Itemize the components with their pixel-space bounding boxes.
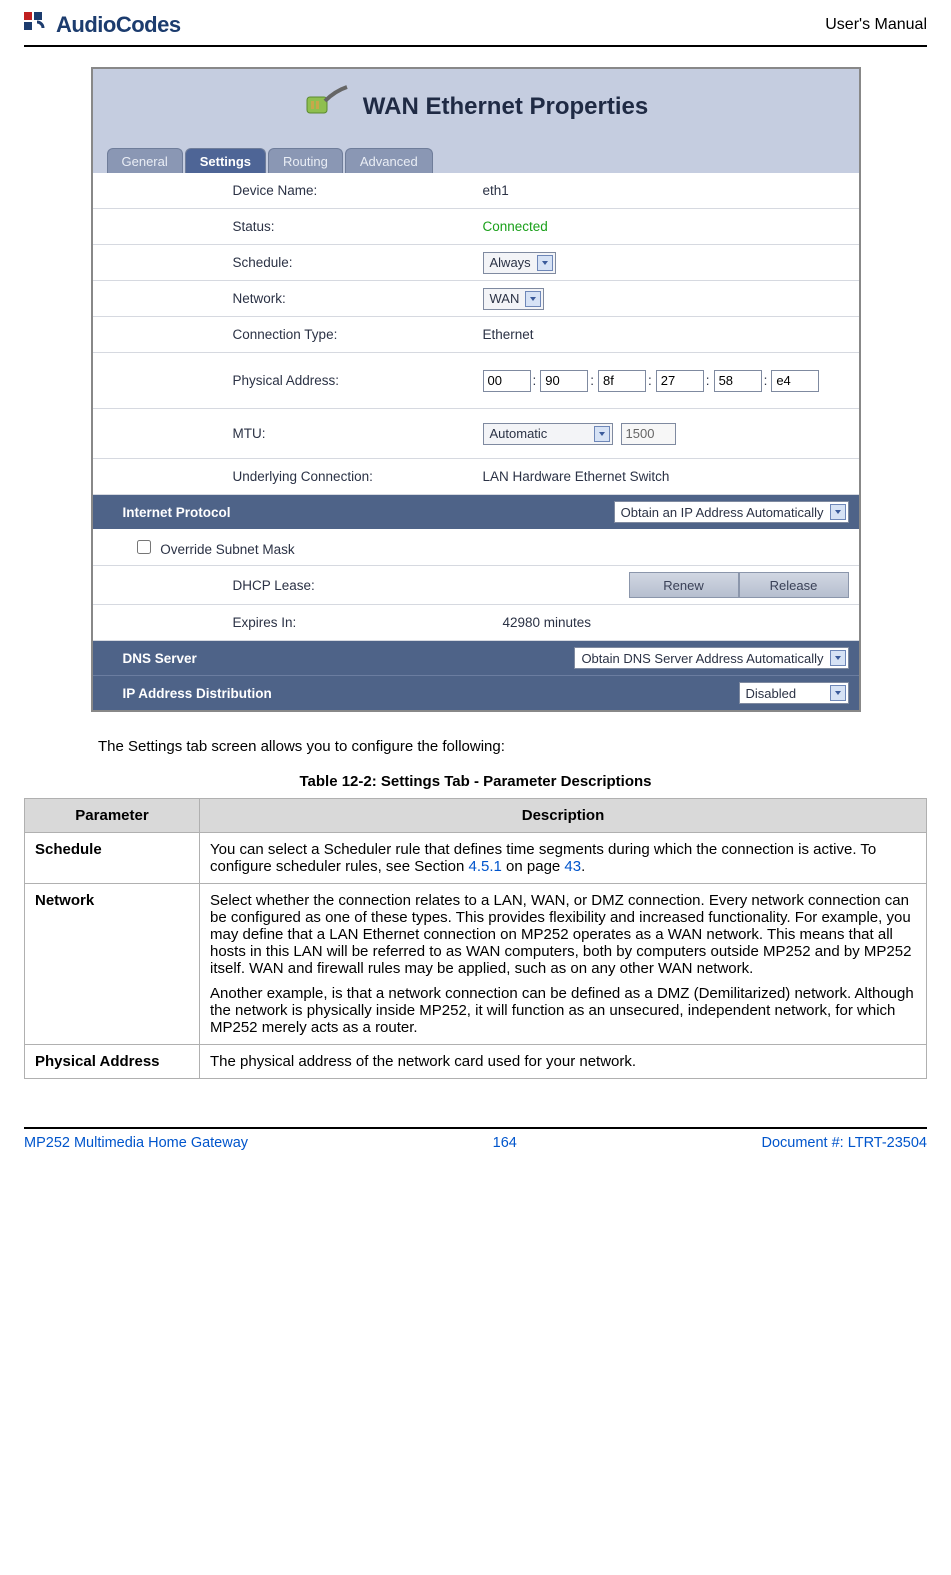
- ip-mode-value: Obtain an IP Address Automatically: [621, 505, 824, 520]
- doc-title: User's Manual: [825, 16, 927, 34]
- device-name-label: Device Name:: [233, 183, 483, 198]
- chevron-down-icon: [830, 650, 846, 666]
- row-underlying: Underlying Connection: LAN Hardware Ethe…: [93, 459, 859, 495]
- override-subnet-label: Override Subnet Mask: [160, 542, 294, 557]
- param-name: Schedule: [25, 833, 200, 884]
- override-subnet-checkbox[interactable]: [137, 540, 151, 554]
- mtu-value-input[interactable]: [621, 423, 676, 445]
- ipdist-select[interactable]: Disabled: [739, 682, 849, 704]
- chevron-down-icon: [830, 504, 846, 520]
- status-label: Status:: [233, 219, 483, 234]
- intro-text: The Settings tab screen allows you to co…: [98, 738, 927, 755]
- doc-header: AudioCodes User's Manual: [24, 10, 927, 47]
- mtu-mode-value: Automatic: [490, 426, 588, 441]
- conn-type-value: Ethernet: [483, 327, 849, 342]
- dhcp-label: DHCP Lease:: [233, 578, 513, 593]
- param-name: Network: [25, 884, 200, 1045]
- brand-logo: AudioCodes: [24, 10, 181, 39]
- renew-button[interactable]: Renew: [629, 572, 739, 598]
- brand-name: AudioCodes: [56, 12, 181, 38]
- mac-octet-3[interactable]: [656, 370, 704, 392]
- dns-mode-select[interactable]: Obtain DNS Server Address Automatically: [574, 647, 848, 669]
- wan-properties-panel: WAN Ethernet Properties General Settings…: [91, 67, 861, 712]
- schedule-select[interactable]: Always: [483, 252, 556, 274]
- row-ip-distribution: IP Address Distribution Disabled: [93, 675, 859, 710]
- mac-octet-5[interactable]: [771, 370, 819, 392]
- row-schedule: Schedule: Always: [93, 245, 859, 281]
- row-dhcp-lease: DHCP Lease: Renew Release: [93, 566, 859, 605]
- param-desc: You can select a Scheduler rule that def…: [200, 833, 927, 884]
- expires-label: Expires In:: [233, 615, 503, 630]
- network-select-value: WAN: [490, 291, 520, 306]
- table-row: Schedule You can select a Scheduler rule…: [25, 833, 927, 884]
- ip-section-label: Internet Protocol: [123, 505, 614, 520]
- underlying-label: Underlying Connection:: [233, 469, 483, 484]
- row-connection-type: Connection Type: Ethernet: [93, 317, 859, 353]
- release-button[interactable]: Release: [739, 572, 849, 598]
- ipdist-value: Disabled: [746, 686, 824, 701]
- row-dns-server: DNS Server Obtain DNS Server Address Aut…: [93, 641, 859, 675]
- mtu-mode-select[interactable]: Automatic: [483, 423, 613, 445]
- footer-right: Document #: LTRT-23504: [762, 1135, 928, 1151]
- device-name-value: eth1: [483, 183, 849, 198]
- th-parameter: Parameter: [25, 799, 200, 833]
- table-row: Network Select whether the connection re…: [25, 884, 927, 1045]
- ethernet-cable-icon: [303, 83, 349, 130]
- conn-type-label: Connection Type:: [233, 327, 483, 342]
- row-internet-protocol: Internet Protocol Obtain an IP Address A…: [93, 495, 859, 529]
- panel-header: WAN Ethernet Properties: [93, 69, 859, 148]
- underlying-value: LAN Hardware Ethernet Switch: [483, 469, 849, 484]
- row-expires: Expires In: 42980 minutes: [93, 605, 859, 641]
- tab-general[interactable]: General: [107, 148, 183, 173]
- param-desc: The physical address of the network card…: [200, 1045, 927, 1079]
- panel-title: WAN Ethernet Properties: [363, 93, 648, 121]
- section-link[interactable]: 4.5.1: [468, 858, 501, 875]
- footer-left: MP252 Multimedia Home Gateway: [24, 1135, 248, 1151]
- footer-page: 164: [493, 1135, 517, 1151]
- mac-octet-4[interactable]: [714, 370, 762, 392]
- mac-octet-2[interactable]: [598, 370, 646, 392]
- phys-addr-label: Physical Address:: [233, 373, 483, 388]
- page-link[interactable]: 43: [564, 858, 581, 875]
- row-mtu: MTU: Automatic: [93, 409, 859, 459]
- tabs: General Settings Routing Advanced: [93, 148, 859, 173]
- table-row: Physical Address The physical address of…: [25, 1045, 927, 1079]
- param-desc: Select whether the connection relates to…: [200, 884, 927, 1045]
- dns-mode-value: Obtain DNS Server Address Automatically: [581, 651, 823, 666]
- mac-octet-1[interactable]: [540, 370, 588, 392]
- mtu-label: MTU:: [233, 426, 483, 441]
- chevron-down-icon: [830, 685, 846, 701]
- chevron-down-icon: [525, 291, 541, 307]
- tab-routing[interactable]: Routing: [268, 148, 343, 173]
- row-network: Network: WAN: [93, 281, 859, 317]
- row-device-name: Device Name: eth1: [93, 173, 859, 209]
- row-physical-address: Physical Address: : : : : :: [93, 353, 859, 409]
- tab-advanced[interactable]: Advanced: [345, 148, 433, 173]
- chevron-down-icon: [594, 426, 610, 442]
- settings-block: Device Name: eth1 Status: Connected Sche…: [93, 173, 859, 710]
- mac-octet-0[interactable]: [483, 370, 531, 392]
- ipdist-label: IP Address Distribution: [123, 686, 739, 701]
- logo-icon: [24, 10, 52, 39]
- th-description: Description: [200, 799, 927, 833]
- expires-value: 42980 minutes: [503, 615, 849, 630]
- network-select[interactable]: WAN: [483, 288, 545, 310]
- status-value: Connected: [483, 219, 849, 234]
- table-caption: Table 12-2: Settings Tab - Parameter Des…: [24, 773, 927, 790]
- param-table: Parameter Description Schedule You can s…: [24, 798, 927, 1079]
- dns-label: DNS Server: [123, 651, 575, 666]
- schedule-label: Schedule:: [233, 255, 483, 270]
- doc-footer: MP252 Multimedia Home Gateway 164 Docume…: [24, 1127, 927, 1151]
- chevron-down-icon: [537, 255, 553, 271]
- schedule-select-value: Always: [490, 255, 531, 270]
- network-label: Network:: [233, 291, 483, 306]
- row-override-subnet: Override Subnet Mask: [93, 529, 859, 566]
- param-name: Physical Address: [25, 1045, 200, 1079]
- row-status: Status: Connected: [93, 209, 859, 245]
- ip-mode-select[interactable]: Obtain an IP Address Automatically: [614, 501, 849, 523]
- tab-settings[interactable]: Settings: [185, 148, 266, 173]
